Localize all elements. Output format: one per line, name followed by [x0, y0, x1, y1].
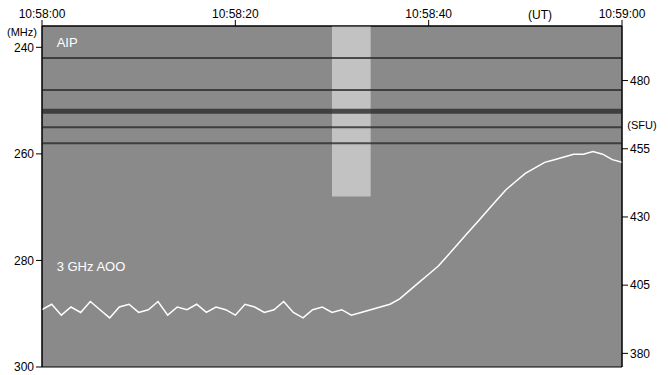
svg-text:380: 380 [630, 347, 650, 361]
svg-text:10:58:00: 10:58:00 [19, 7, 66, 21]
svg-text:(MHz): (MHz) [7, 26, 37, 38]
svg-text:10:59:00: 10:59:00 [599, 7, 646, 21]
svg-text:240: 240 [14, 41, 34, 55]
svg-text:(UT): (UT) [528, 8, 552, 22]
svg-text:300: 300 [14, 360, 34, 374]
svg-text:405: 405 [630, 278, 650, 292]
svg-text:3 GHz AOO: 3 GHz AOO [57, 259, 126, 274]
svg-text:(SFU): (SFU) [627, 119, 656, 131]
svg-text:10:58:40: 10:58:40 [405, 7, 452, 21]
svg-text:280: 280 [14, 254, 34, 268]
svg-text:10:58:20: 10:58:20 [212, 7, 259, 21]
svg-text:430: 430 [630, 210, 650, 224]
svg-text:455: 455 [630, 142, 650, 156]
svg-text:AIP: AIP [57, 35, 78, 50]
svg-text:480: 480 [630, 74, 650, 88]
svg-text:260: 260 [14, 147, 34, 161]
